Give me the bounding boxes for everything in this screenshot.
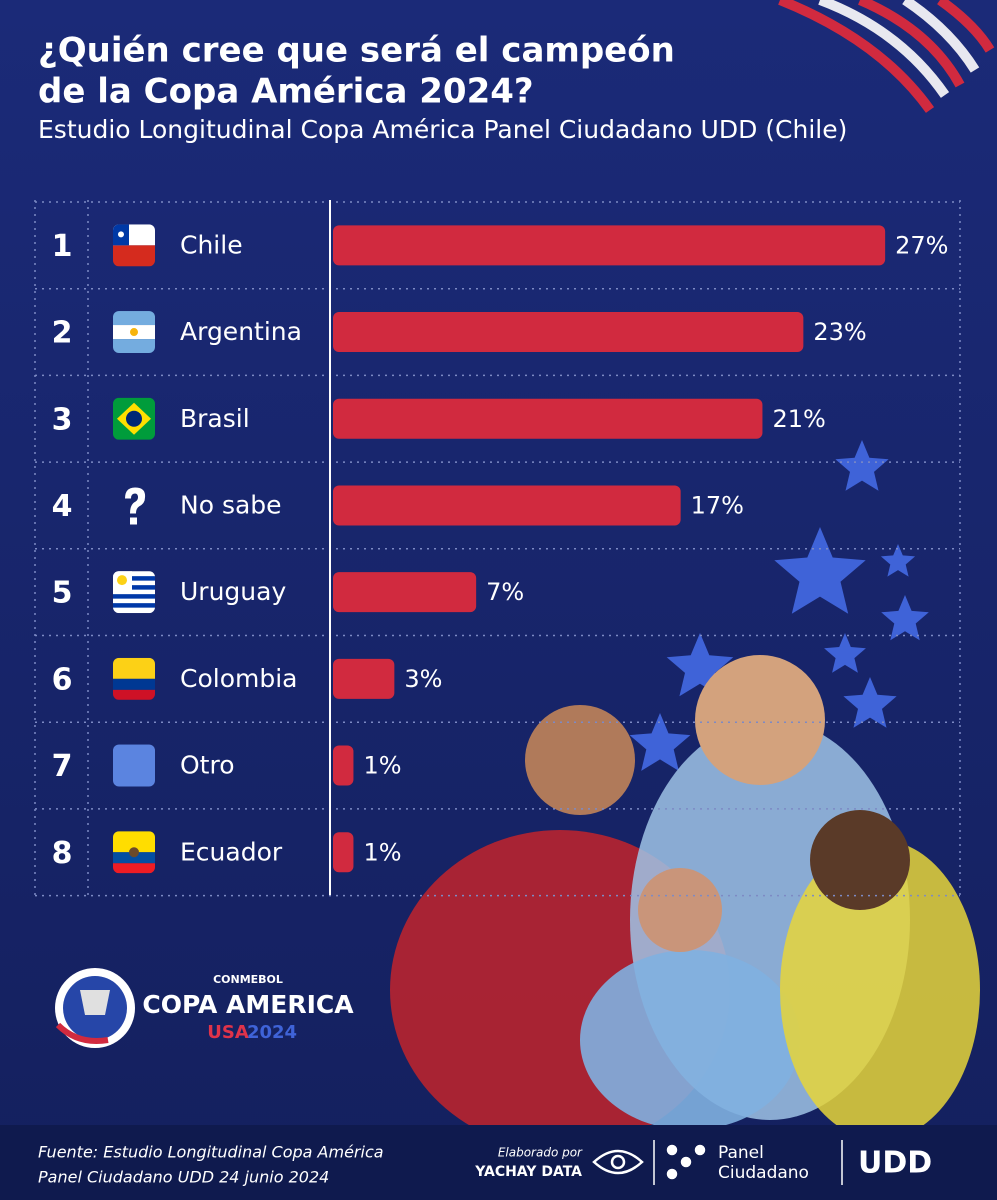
flag [113, 224, 155, 267]
bar [333, 398, 763, 439]
bar [333, 312, 804, 353]
flag-part [113, 594, 155, 599]
rank: 7 [52, 749, 73, 784]
flag [113, 571, 155, 614]
value-label: 23% [813, 318, 866, 346]
credit: Ciudadano [718, 1163, 809, 1183]
rank: 8 [52, 836, 73, 871]
title-line: ¿Quién cree que será el campeón [38, 31, 675, 71]
bar [333, 658, 395, 699]
credit: Panel [718, 1143, 764, 1163]
logo-text: CONMEBOL [213, 973, 283, 986]
value-label: 3% [404, 665, 442, 693]
category-label: Brasil [180, 404, 250, 433]
rows: 1 Chile 27% 2 Argentina 23% 3 Brasil 21% 4 No sabe… [35, 201, 960, 897]
logo-text: COPA AMERICA [142, 990, 354, 1019]
row: 8 Ecuador 1% [35, 808, 960, 897]
star [843, 677, 897, 728]
value-label: 7% [486, 578, 524, 606]
rank: 6 [52, 662, 73, 697]
flag [113, 744, 155, 787]
flag-part [126, 410, 142, 427]
value-label: 27% [895, 231, 948, 259]
category-label: Uruguay [180, 577, 286, 606]
logo-text: 2024 [247, 1022, 297, 1043]
row: 7 Otro 1% [35, 721, 960, 787]
players-placeholder [390, 655, 980, 1150]
footer [0, 1125, 997, 1200]
credit: Elaborado por [498, 1146, 583, 1160]
flag [113, 311, 155, 354]
credit: YACHAY DATA [474, 1164, 582, 1180]
star [824, 633, 866, 673]
flag-part [113, 339, 155, 354]
flag-part [113, 603, 155, 608]
star [774, 527, 866, 614]
source: Fuente: Estudio Longitudinal Copa Améric… [38, 1143, 384, 1162]
flag [113, 657, 155, 700]
bar [333, 572, 477, 613]
category-label: Colombia [180, 664, 297, 693]
flag [113, 397, 155, 440]
flag-part [113, 311, 155, 326]
flag-part [129, 847, 139, 858]
row: 5 Uruguay 7% [35, 548, 960, 614]
category-label: Otro [180, 751, 235, 780]
category-label: Chile [180, 230, 243, 259]
flag-part [117, 575, 127, 586]
row: 1 Chile 27% [35, 201, 960, 267]
credit-icon [592, 1140, 843, 1185]
rank: 3 [52, 402, 73, 437]
flag-part [125, 487, 146, 525]
flag-part [113, 585, 155, 590]
row: 6 Colombia 3% [35, 634, 960, 700]
flag-part [113, 576, 155, 581]
rank: 2 [52, 316, 73, 351]
star [835, 440, 889, 491]
rank: 5 [52, 576, 73, 611]
row: 3 Brasil 21% [35, 374, 960, 440]
flag-part [113, 863, 155, 874]
star [629, 713, 691, 771]
value-label: 1% [363, 838, 401, 866]
value-label: 1% [363, 752, 401, 780]
category-label: Ecuador [180, 837, 283, 866]
flag [125, 487, 146, 525]
subtitle: Estudio Longitudinal Copa América Panel … [38, 115, 847, 144]
rank: 4 [52, 489, 73, 524]
row: 4 No sabe 17% [35, 461, 960, 526]
title-line: de la Copa América 2024? [38, 72, 534, 112]
flag-part [113, 689, 155, 700]
logo-text: USA [207, 1022, 249, 1043]
flag [113, 831, 155, 874]
bar [333, 485, 681, 526]
flag-part [113, 852, 155, 864]
star [880, 544, 916, 577]
copa-logo: CONMEBOL COPA AMERICA USA 2024 [55, 968, 354, 1048]
row: 2 Argentina 23% [35, 287, 960, 354]
flag-part [113, 678, 155, 690]
star [881, 595, 929, 641]
flag-part [113, 657, 155, 679]
bar [333, 225, 886, 266]
bar [333, 832, 354, 873]
flag-part [118, 231, 124, 238]
source: Panel Ciudadano UDD 24 junio 2024 [38, 1168, 329, 1187]
decor-arcs [778, 0, 995, 113]
rank: 1 [52, 229, 73, 264]
flag-part [113, 245, 155, 267]
flag-part [113, 831, 155, 853]
category-label: Argentina [180, 317, 302, 346]
credit: UDD [858, 1146, 932, 1181]
value-label: 21% [772, 405, 825, 433]
value-label: 17% [691, 491, 744, 519]
bar [333, 745, 354, 786]
flag-part [113, 744, 155, 787]
flag-part [130, 328, 138, 337]
category-label: No sabe [180, 490, 282, 519]
